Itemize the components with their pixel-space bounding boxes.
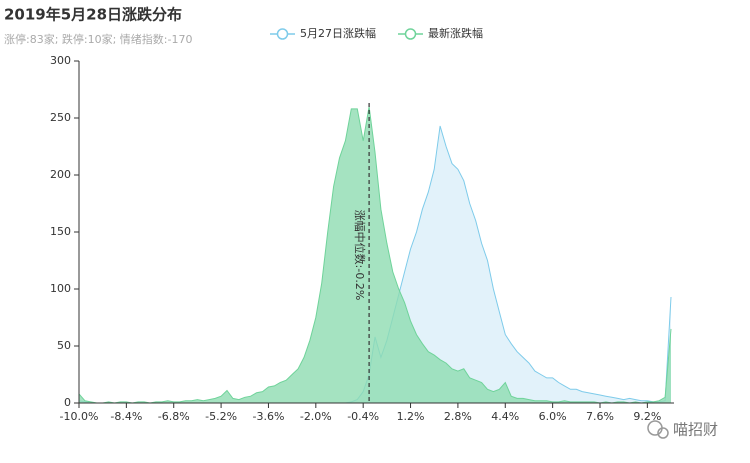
y-tick-label: 100 [50,282,71,295]
x-tick-label: 1.2% [397,410,425,423]
x-tick-label: 7.6% [586,410,614,423]
x-tick-label: 9.2% [633,410,661,423]
x-tick-label: -5.2% [205,410,237,423]
legend-symbol [276,28,289,40]
x-tick-label: -0.4% [347,410,379,423]
y-tick-label: 50 [57,339,71,352]
x-tick-label: 6.0% [539,410,567,423]
y-tick-label: 0 [64,396,71,409]
y-tick-label: 250 [50,111,71,124]
x-tick-label: -2.0% [300,410,332,423]
y-tick-label: 200 [50,168,71,181]
y-tick-label: 150 [50,225,71,238]
x-tick-label: -10.0% [60,410,99,423]
chart-subtitle: 涨停:83家; 跌停:10家; 情绪指数:-170 [4,32,192,46]
legend-symbol [404,28,417,40]
legend-label: 最新涨跌幅 [428,26,483,40]
area-fill [79,106,671,403]
watermark-icon [647,420,669,439]
x-tick-label: -8.4% [110,410,142,423]
area-line [78,106,672,404]
watermark: 喵招财 [673,421,718,439]
y-tick-label: 300 [50,54,71,67]
x-tick-label: -3.6% [252,410,284,423]
legend-label: 5月27日涨跌幅 [300,26,376,40]
chart-title: 2019年5月28日涨跌分布 [4,6,182,24]
x-tick-label: -6.8% [158,410,190,423]
x-tick-label: 2.8% [444,410,472,423]
x-tick-label: 4.4% [491,410,519,423]
median-label: 涨幅中位数:-0.2% [353,210,367,301]
